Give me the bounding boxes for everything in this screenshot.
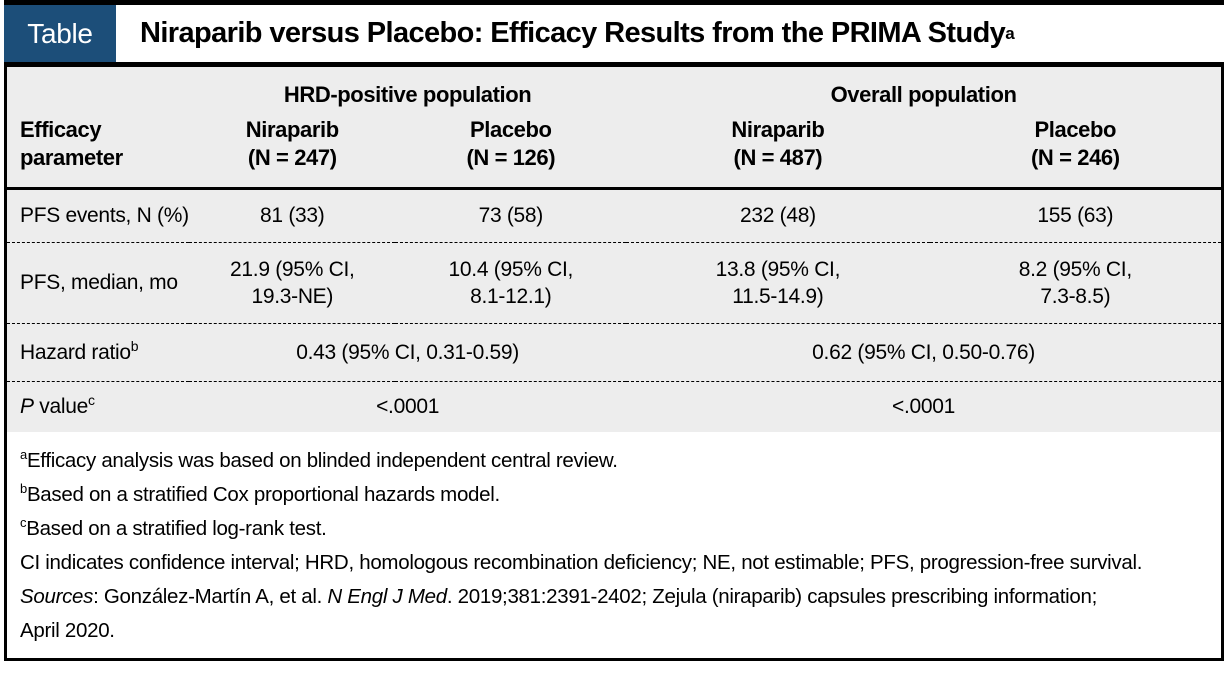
title-bar: Table Niraparib versus Placebo: Efficacy… — [4, 5, 1224, 67]
table-row-pfs-median: PFS, median, mo 21.9 (95% CI, 19.3-NE) 1… — [7, 242, 1221, 324]
table-row-hazard-ratio: Hazard ratiob 0.43 (95% CI, 0.31-0.59) 0… — [7, 323, 1221, 382]
sources-journal: N Engl J Med — [327, 585, 447, 608]
sources-text-2: . 2019;381:2391-2402; Zejula (niraparib)… — [446, 585, 1097, 608]
footnote-a: aEfficacy analysis was based on blinded … — [20, 444, 1207, 478]
table-tag-label: Table — [27, 17, 93, 49]
footnote-b: bBased on a stratified Cox proportional … — [20, 478, 1207, 512]
sources-line: Sources: González-Martín A, et al. N Eng… — [20, 580, 1207, 648]
row-label-p-value: P valuec — [7, 382, 189, 433]
column-header-hrd-placebo: Placebo (N = 126) — [466, 117, 556, 170]
sources-text-1: : González-Martín A, et al. — [93, 585, 328, 608]
cell-pfs-median-overall-placebo: 8.2 (95% CI, 7.3-8.5) — [1018, 258, 1132, 308]
cell-pfs-events-overall-niraparib: 232 (48) — [739, 204, 816, 227]
column-header-row: Efficacy parameter Niraparib (N = 247) P… — [7, 110, 1221, 189]
row-label-pfs-events: PFS events, N (%) — [20, 203, 189, 227]
table-header: HRD-positive population Overall populati… — [7, 67, 1221, 189]
cell-pfs-events-hrd-placebo: 73 (58) — [478, 204, 544, 227]
footnote-b-superscript: b — [20, 481, 27, 497]
sources-label: Sources — [20, 585, 94, 608]
footnote-b-text: Based on a stratified Cox proportional h… — [26, 483, 500, 506]
title-text: Niraparib versus Placebo: Efficacy Resul… — [140, 17, 1006, 49]
cell-p-value-hrd: <.0001 — [376, 395, 440, 418]
table-body: PFS events, N (%) 81 (33) 73 (58) 232 (4… — [7, 189, 1221, 433]
hazard-ratio-label-text: Hazard ratio — [20, 340, 131, 364]
hazard-ratio-superscript: b — [130, 337, 139, 354]
column-header-overall-niraparib: Niraparib (N = 487) — [731, 117, 825, 170]
footnotes-section: aEfficacy analysis was based on blinded … — [7, 432, 1221, 658]
efficacy-table: HRD-positive population Overall populati… — [7, 67, 1221, 432]
cell-p-value-overall: <.0001 — [892, 395, 956, 418]
cell-pfs-events-hrd-niraparib: 81 (33) — [260, 204, 325, 227]
cell-pfs-median-hrd-placebo: 10.4 (95% CI, 8.1-12.1) — [448, 258, 574, 308]
p-value-superscript: c — [87, 391, 95, 408]
cell-pfs-median-overall-niraparib: 13.8 (95% CI, 11.5-14.9) — [715, 258, 841, 308]
top-rule — [4, 0, 1224, 5]
p-value-label-italic: P — [20, 394, 34, 418]
sources-text-3: April 2020. — [20, 619, 115, 642]
cell-pfs-median-hrd-niraparib: 21.9 (95% CI, 19.3-NE) — [230, 258, 355, 308]
footnote-a-superscript: a — [20, 447, 27, 463]
p-value-label-text: value — [33, 394, 88, 418]
table-row-p-value: P valuec <.0001 <.0001 — [7, 381, 1221, 433]
table-row-pfs-events: PFS events, N (%) 81 (33) 73 (58) 232 (4… — [7, 189, 1221, 243]
footnote-c-text: Based on a stratified log-rank test. — [26, 517, 327, 540]
table-box: HRD-positive population Overall populati… — [4, 67, 1224, 661]
page-title: Niraparib versus Placebo: Efficacy Resul… — [140, 17, 1015, 49]
group-header-hrd-positive: HRD-positive population — [283, 82, 532, 107]
column-header-parameter: Efficacy parameter — [20, 117, 123, 170]
column-header-hrd-niraparib: Niraparib (N = 247) — [245, 117, 339, 170]
abbreviations-line: CI indicates confidence interval; HRD, h… — [20, 551, 1143, 574]
group-header-overall: Overall population — [830, 82, 1017, 107]
row-label-hazard-ratio: Hazard ratiob — [7, 324, 189, 382]
column-header-overall-placebo: Placebo (N = 246) — [1030, 117, 1120, 170]
cell-hazard-ratio-hrd: 0.43 (95% CI, 0.31-0.59) — [296, 341, 519, 364]
footnote-c: cBased on a stratified log-rank test. — [20, 512, 1207, 546]
group-header-row: HRD-positive population Overall populati… — [7, 67, 1221, 110]
table-tag: Table — [4, 5, 116, 62]
cell-hazard-ratio-overall: 0.62 (95% CI, 0.50-0.76) — [812, 341, 1035, 364]
row-label-pfs-median: PFS, median, mo — [20, 271, 178, 294]
group-header-spacer — [7, 67, 189, 110]
cell-pfs-events-overall-placebo: 155 (63) — [1037, 204, 1114, 227]
footnote-a-text: Efficacy analysis was based on blinded i… — [26, 449, 618, 472]
footnote-c-superscript: c — [20, 515, 27, 531]
